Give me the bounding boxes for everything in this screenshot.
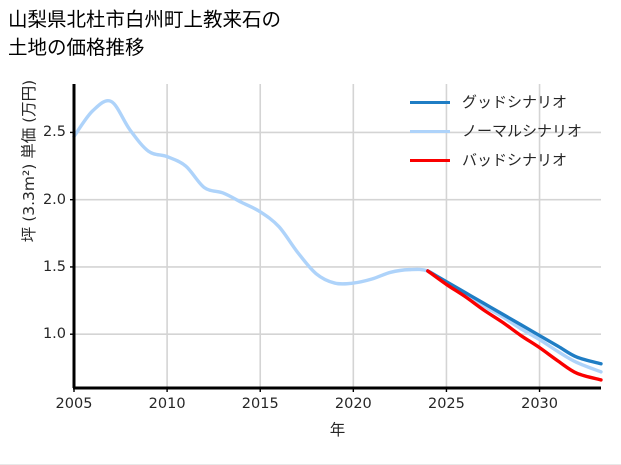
legend-label: グッドシナリオ: [462, 93, 568, 111]
x-tick-label: 2030: [521, 396, 558, 412]
legend-color-swatch: [410, 101, 450, 105]
y-tick-label: 1.0: [42, 326, 66, 343]
legend-color-swatch: [410, 130, 450, 134]
y-tick-label: 2.0: [42, 191, 66, 208]
legend-label: バッドシナリオ: [462, 151, 568, 169]
axis-lines: [72, 84, 601, 390]
y-tick-label: 2.5: [42, 124, 66, 141]
y-tick-label: 1.5: [42, 258, 66, 275]
x-tick-label: 2010: [148, 396, 186, 412]
x-tick-label: 2005: [55, 396, 93, 412]
tick-marks: [70, 131, 541, 392]
legend-label: ノーマルシナリオ: [462, 122, 583, 140]
x-axis-title: 年: [329, 421, 346, 439]
data-series-group: [72, 99, 603, 382]
page-title: 山梨県北杜市白州町上教来石の 土地の価格推移: [8, 8, 282, 59]
y-axis-title: 坪 (3.3m²) 単価 (万円): [20, 79, 38, 243]
x-tick-label: 2015: [241, 396, 279, 412]
legend-color-swatch: [410, 159, 450, 163]
x-tick-label: 2020: [334, 396, 372, 412]
x-tick-label: 2025: [427, 396, 465, 412]
gridlines: [73, 84, 601, 388]
